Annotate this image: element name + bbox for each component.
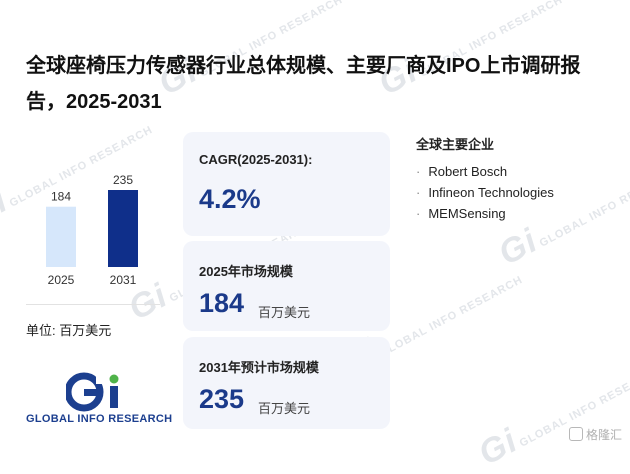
- company-item: MEMSensing: [416, 203, 554, 224]
- company-item: Infineon Technologies: [416, 182, 554, 203]
- page-title: 全球座椅压力传感器行业总体规模、主要厂商及IPO上市调研报告，2025-2031: [26, 55, 581, 113]
- category-label: 2025: [48, 273, 75, 287]
- corner-watermark: 格隆汇: [568, 426, 622, 443]
- companies-title: 全球主要企业: [416, 137, 495, 152]
- market-size-2025-label: 2025年市场规模: [199, 264, 293, 279]
- chart-baseline: [26, 304, 160, 305]
- gi-logo-icon: [66, 372, 119, 412]
- market-size-2025-card: 2025年市场规模 184 百万美元: [183, 241, 390, 331]
- market-size-2031-card: 2031年预计市场规模 235 百万美元: [183, 337, 390, 429]
- gi-logo: GLOBAL INFO RESEARCH: [26, 372, 172, 428]
- market-size-2031-label: 2031年预计市场规模: [199, 360, 319, 375]
- cagr-label: CAGR(2025-2031):: [199, 152, 313, 167]
- companies-list: Robert Bosch Infineon Technologies MEMSe…: [416, 161, 554, 224]
- bar-2025: [46, 206, 76, 267]
- cagr-card: CAGR(2025-2031): 4.2%: [183, 132, 390, 236]
- market-size-2031-unit: 百万美元: [258, 401, 311, 416]
- bar-value-label: 184: [51, 190, 71, 204]
- bar-value-label: 235: [113, 173, 133, 187]
- bar-chart: 184 2025 235 2031: [46, 173, 138, 287]
- cagr-value: 4.2%: [199, 184, 261, 214]
- market-size-2025-unit: 百万美元: [258, 305, 311, 320]
- bar-2031: [108, 190, 138, 267]
- category-label: 2031: [110, 273, 137, 287]
- watermark: GiGLOBAL INFO RESEARCH: [472, 363, 630, 473]
- logo-text: GLOBAL INFO RESEARCH: [26, 413, 173, 425]
- unit-label: 单位: 百万美元: [26, 323, 112, 338]
- glh-logo-icon: [568, 427, 583, 441]
- market-size-2031-value: 235: [199, 384, 245, 414]
- company-item: Robert Bosch: [416, 161, 554, 182]
- market-size-2025-value: 184: [199, 288, 245, 318]
